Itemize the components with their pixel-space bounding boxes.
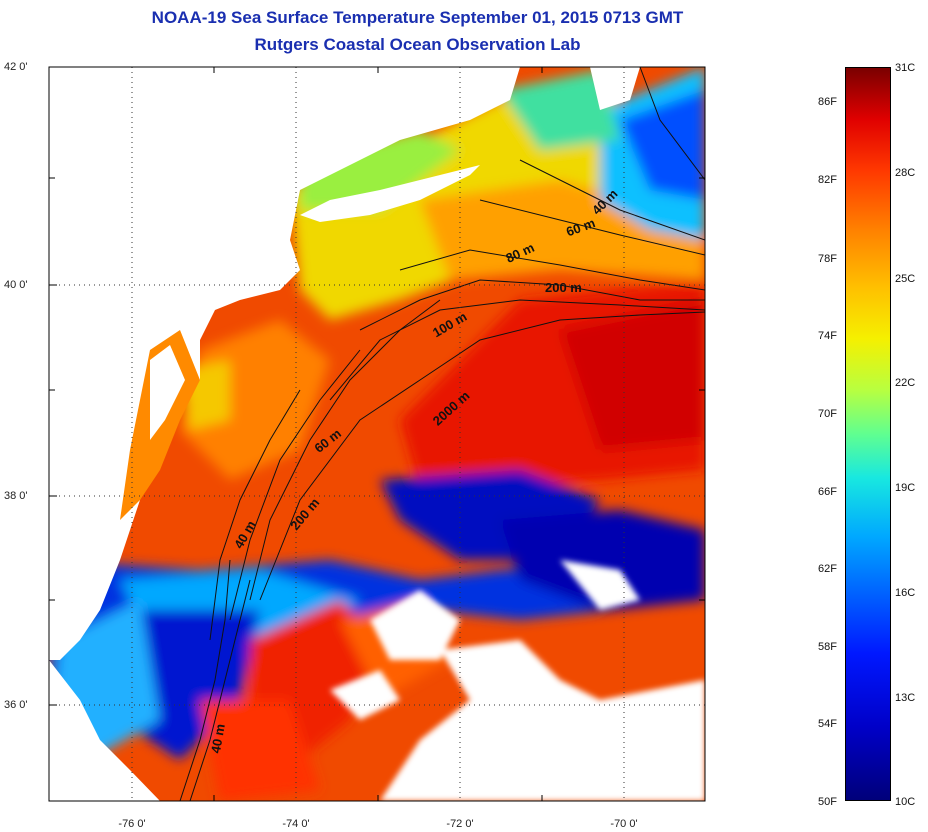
- land-mask: [49, 67, 640, 801]
- colorbar-fahrenheit-label: 74F: [818, 330, 837, 342]
- colorbar-celsius-label: 10C: [895, 796, 916, 808]
- colorbar-celsius-label: 19C: [895, 482, 916, 494]
- latitude-label: 40 0': [4, 279, 28, 291]
- colorbar-celsius-label: 31C: [895, 62, 916, 74]
- colorbar-fahrenheit-label: 58F: [818, 641, 837, 653]
- map-subtitle: Rutgers Coastal Ocean Observation Lab: [254, 35, 581, 54]
- colorbar-fahrenheit-label: 78F: [818, 253, 837, 265]
- map-title: NOAA-19 Sea Surface Temperature Septembe…: [151, 8, 684, 27]
- latitude-label: 38 0': [4, 490, 28, 502]
- depth-label: 40 m: [208, 723, 228, 755]
- colorbar-celsius-label: 13C: [895, 692, 916, 704]
- longitude-label: -72 0': [446, 818, 474, 830]
- colorbar-celsius-label: 22C: [895, 377, 916, 389]
- colorbar-fahrenheit-label: 54F: [818, 718, 837, 730]
- longitude-label: -70 0': [610, 818, 638, 830]
- longitude-label: -74 0': [282, 818, 310, 830]
- latitude-label: 36 0': [4, 699, 28, 711]
- latitude-label: 42 0': [4, 61, 28, 73]
- colorbar-celsius-label: 16C: [895, 587, 916, 599]
- depth-label: 200 m: [545, 280, 582, 295]
- map-frame: [48, 66, 706, 802]
- sst-field: [49, 67, 705, 801]
- colorbar-celsius-label: 28C: [895, 167, 916, 179]
- colorbar-fahrenheit-label: 70F: [818, 408, 837, 420]
- longitude-label: -76 0': [118, 818, 146, 830]
- bathymetry-contours: [179, 67, 705, 801]
- colorbar-fahrenheit-label: 86F: [818, 96, 837, 108]
- colorbar-fahrenheit-label: 66F: [818, 486, 837, 498]
- colorbar-fahrenheit-label: 50F: [818, 796, 837, 808]
- colorbar-celsius-label: 25C: [895, 273, 916, 285]
- temperature-colorbar: [845, 67, 891, 801]
- axis-ticks: [49, 67, 705, 801]
- colorbar-fahrenheit-label: 62F: [818, 563, 837, 575]
- colorbar-fahrenheit-label: 82F: [818, 174, 837, 186]
